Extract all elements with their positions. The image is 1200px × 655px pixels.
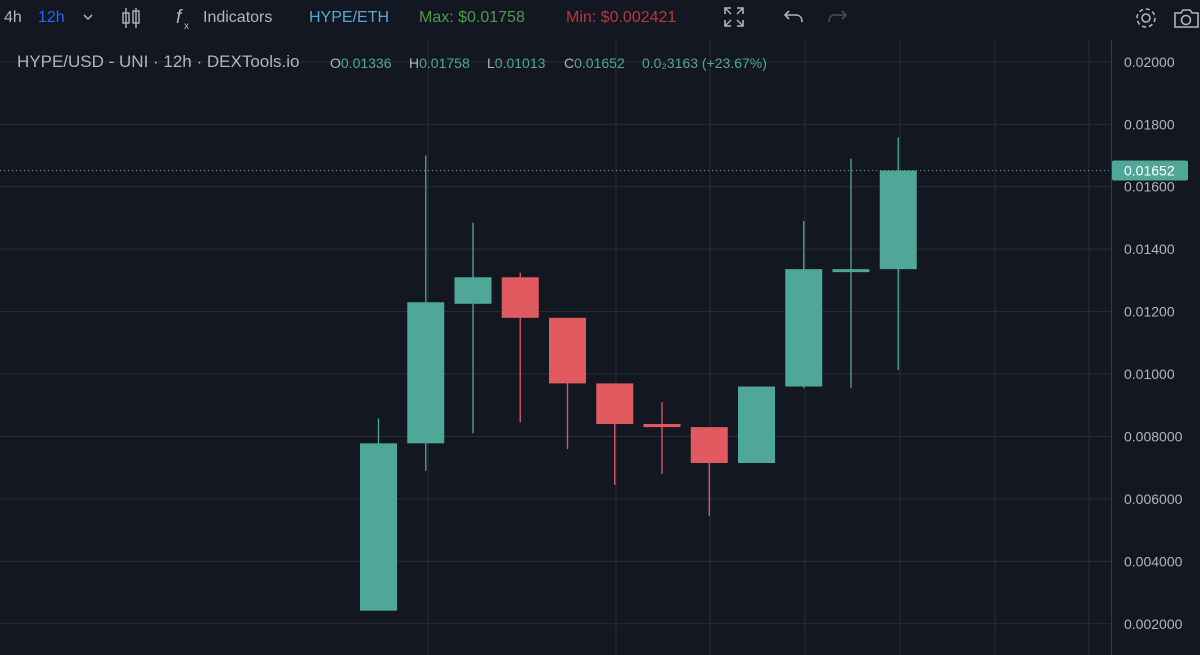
candle-body xyxy=(690,427,728,464)
candle-body xyxy=(407,302,445,444)
fx-icon[interactable]: f x xyxy=(174,6,196,32)
ohlc-change: 0.0₂3163 (+23.67%) xyxy=(642,55,767,71)
candles-icon[interactable] xyxy=(120,6,142,30)
pair-link[interactable]: HYPE/ETH xyxy=(309,9,390,26)
candle-body xyxy=(879,170,917,270)
svg-text:f: f xyxy=(176,7,183,28)
interval-4h-button[interactable]: 4h xyxy=(4,9,22,26)
chevron-down-icon[interactable] xyxy=(82,12,94,22)
interval-12h-button[interactable]: 12h xyxy=(38,9,65,26)
redo-icon xyxy=(828,10,848,23)
ohlc-open-label: O xyxy=(330,55,341,71)
max-price-label: Max: $0.01758 xyxy=(419,9,525,26)
y-axis-tick-label: 0.008000 xyxy=(1124,428,1183,444)
ohlc-low: L0.01013 xyxy=(487,55,545,71)
indicators-button[interactable]: Indicators xyxy=(203,9,273,26)
top-toolbar: 4h 12h f x Indicators HYPE/ETH Max: $0.0… xyxy=(0,0,1200,36)
ohlc-high: H0.01758 xyxy=(409,55,470,71)
candle-body xyxy=(549,317,586,384)
ohlc-high-value: 0.01758 xyxy=(419,55,470,71)
y-axis-tick-label: 0.02000 xyxy=(1124,54,1175,70)
chart-legend-title: HYPE/USD - UNI · 12h · DEXTools.io xyxy=(17,52,300,71)
ohlc-low-label: L xyxy=(487,55,495,71)
y-axis-tick-label: 0.01800 xyxy=(1124,116,1175,132)
ohlc-close-value: 0.01652 xyxy=(574,55,625,71)
y-axis-tick-label: 0.01200 xyxy=(1124,304,1175,320)
y-axis-tick-label: 0.01400 xyxy=(1124,241,1175,257)
ohlc-open: O0.01336 xyxy=(330,55,392,71)
ohlc-close-label: C xyxy=(564,55,575,71)
ohlc-high-label: H xyxy=(409,55,420,71)
y-axis-tick-label: 0.004000 xyxy=(1124,553,1183,569)
min-price-label: Min: $0.002421 xyxy=(566,9,677,26)
last-price-badge xyxy=(1112,160,1188,181)
candle-body xyxy=(360,443,397,611)
y-axis-tick-label: 0.01600 xyxy=(1124,179,1175,195)
undo-icon[interactable] xyxy=(783,6,805,28)
candle-body xyxy=(785,269,823,387)
camera-icon[interactable] xyxy=(1172,5,1200,31)
candle-body xyxy=(501,277,539,318)
y-axis-tick-label: 0.01000 xyxy=(1124,366,1175,382)
y-axis-tick-label: 0.006000 xyxy=(1124,491,1183,507)
ohlc-close: C0.01652 xyxy=(564,55,625,71)
ohlc-change-value: 0.0₂3163 (+23.67%) xyxy=(642,55,767,71)
svg-text:x: x xyxy=(184,21,189,32)
candle-body xyxy=(832,269,870,273)
settings-icon[interactable] xyxy=(1133,5,1159,31)
candle-body xyxy=(596,383,634,424)
candle-body xyxy=(738,386,775,464)
fullscreen-icon[interactable] xyxy=(723,6,745,28)
candle-body xyxy=(643,423,681,428)
candle-body xyxy=(454,277,492,304)
y-axis-tick-label: 0.002000 xyxy=(1124,616,1183,632)
ohlc-low-value: 0.01013 xyxy=(494,55,546,71)
ohlc-open-value: 0.01336 xyxy=(340,55,392,71)
last-price-label: 0.01652 xyxy=(1124,162,1175,178)
